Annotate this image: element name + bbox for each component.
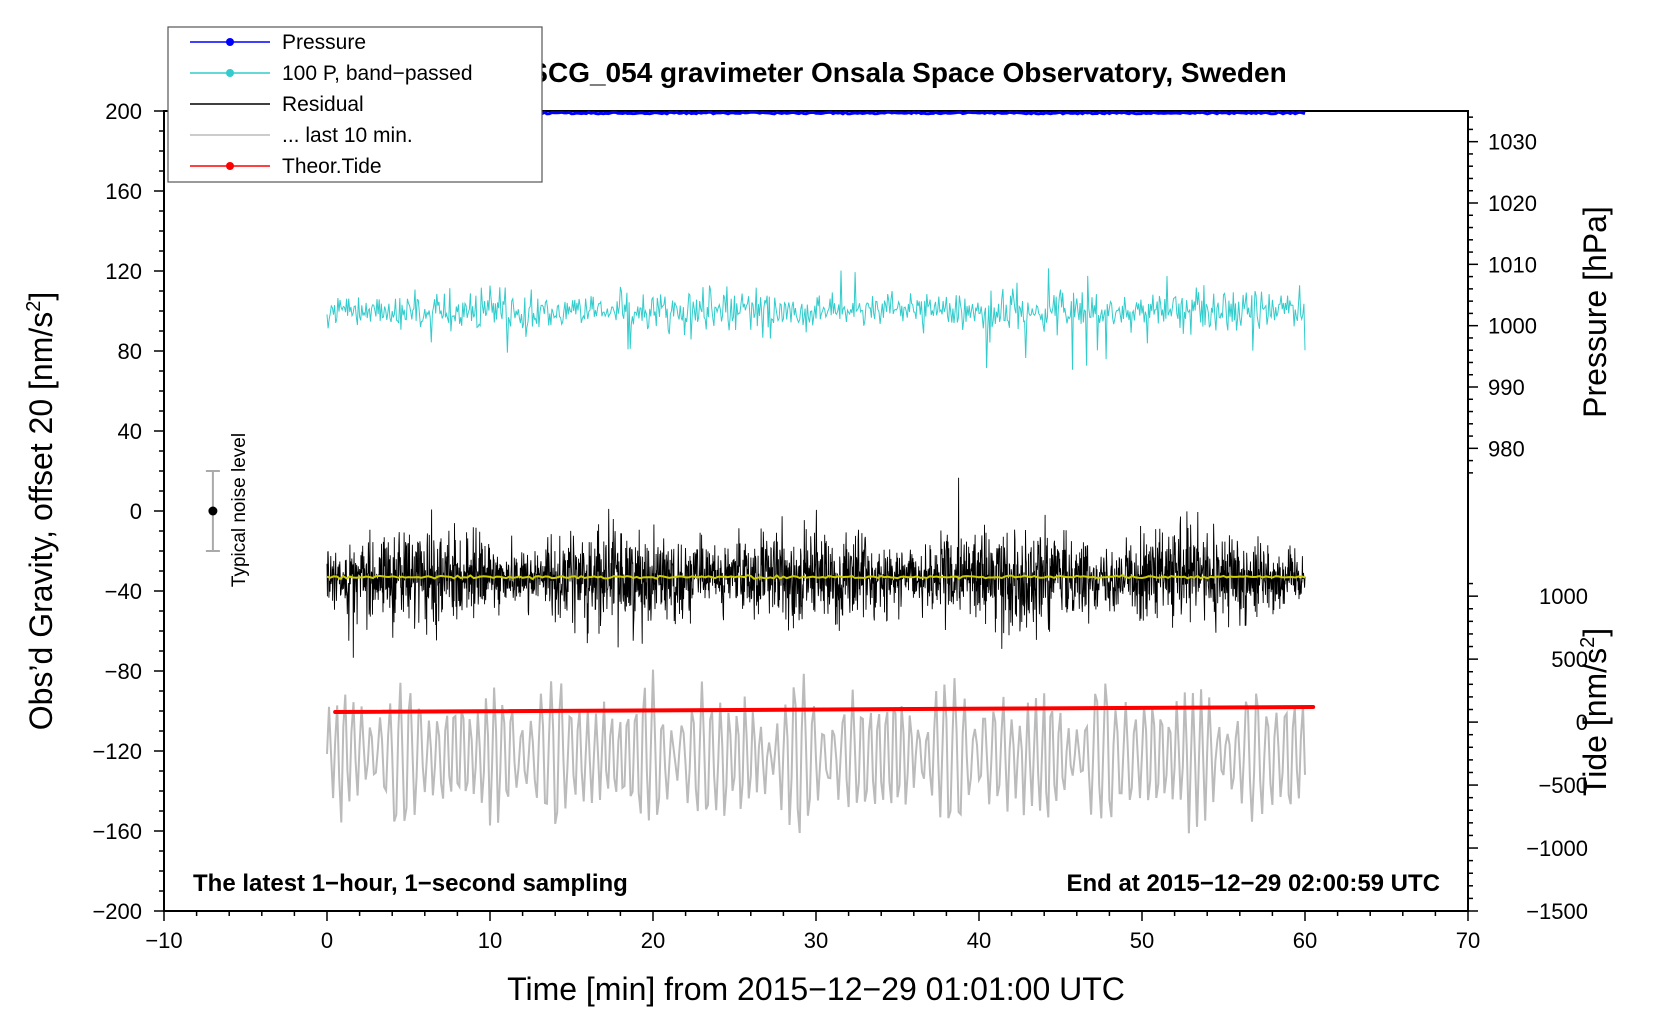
pressure-tick-label: 1000 [1488,314,1537,339]
x-axis: −10 0 10 20 30 40 50 60 70 [145,911,1480,953]
noise-label: Typical noise level [229,433,250,587]
annotation-end-time: End at 2015−12−29 02:00:59 UTC [1066,870,1440,897]
annotation-sampling: The latest 1−hour, 1−second sampling [193,870,628,897]
x-axis-title: Time [min] from 2015−12−29 01:01:00 UTC [507,971,1125,1007]
y-axis-tide: −1500 −1000 −500 0 500 1000 [1468,582,1588,924]
legend-label: 100 P, band−passed [282,62,473,85]
series-residual-line [326,477,1306,658]
noise-bar-center-dot [208,506,218,516]
legend-swatch-marker [226,38,234,46]
y-axis-title-pressure: Pressure [hPa] [1577,206,1613,418]
x-tick-label: 40 [967,928,991,953]
x-tick-label: −10 [145,928,182,953]
series-residual-smoothed-line [326,573,1306,581]
legend-label: Pressure [282,31,366,54]
series-theor-tide-line [333,705,1316,714]
pressure-tick-label: 980 [1488,436,1525,461]
y-tick-label: 40 [118,419,142,444]
legend-item: Pressure [190,31,366,54]
y-tick-label: 120 [105,259,142,284]
y-tick-label: −200 [92,899,142,924]
tide-tick-label: 0 [1576,710,1588,735]
series-band-passed-pressure-line [326,268,1306,370]
tide-tick-label: −1000 [1526,836,1588,861]
legend-label: Residual [282,93,364,116]
y-tick-label: −40 [105,579,142,604]
y-tick-label: −80 [105,659,142,684]
legend-item: ... last 10 min. [190,124,413,147]
x-tick-label: 30 [804,928,828,953]
pressure-tick-label: 1030 [1488,130,1537,155]
tide-tick-label: −1500 [1526,899,1588,924]
pressure-tick-label: 1020 [1488,191,1537,216]
y-axis-title-left: Obs’d Gravity, offset 20 [nm/s2] [23,292,59,731]
legend-item: 100 P, band−passed [190,62,473,85]
y-axis-title-tide: Tide [nm/s2] [1577,628,1613,796]
x-tick-label: 0 [321,928,333,953]
series-layer [326,110,1316,834]
series-last-10-min-line [326,669,1306,834]
x-tick-label: 70 [1456,928,1480,953]
x-tick-label: 60 [1293,928,1317,953]
chart-title: SCG_054 gravimeter Onsala Space Observat… [529,57,1286,88]
y-tick-label: 200 [105,99,142,124]
x-tick-label: 10 [478,928,502,953]
y-tick-label: 80 [118,339,142,364]
legend-item: Theor.Tide [190,155,382,178]
legend: Pressure 100 P, band−passed Residual ... la… [167,26,543,183]
y-tick-label: 160 [105,179,142,204]
legend-swatch-marker [226,162,234,170]
tide-tick-label: 1000 [1539,584,1588,609]
y-tick-label: 0 [130,499,142,524]
pressure-tick-label: 1010 [1488,252,1537,277]
y-axis-title-left-sup: 2 [23,301,45,312]
y-axis-title-tide-sup: 2 [1577,637,1599,648]
legend-item: Residual [190,93,364,116]
y-axis-pressure: 980 990 1000 1010 1020 1030 [1468,116,1537,474]
legend-label: Theor.Tide [282,155,382,178]
y-axis-left: −200 −160 −120 −80 −40 0 40 80 120 160 200 [92,99,164,924]
legend-label: ... last 10 min. [282,124,413,147]
x-tick-label: 20 [641,928,665,953]
noise-level-indicator: Typical noise level [205,433,250,587]
pressure-tick-label: 990 [1488,375,1525,400]
legend-swatch-marker [226,69,234,77]
y-tick-label: −160 [92,819,142,844]
tide-tick-label: −500 [1538,773,1588,798]
tide-tick-label: 500 [1551,647,1588,672]
y-tick-label: −120 [92,739,142,764]
x-tick-label: 50 [1130,928,1154,953]
